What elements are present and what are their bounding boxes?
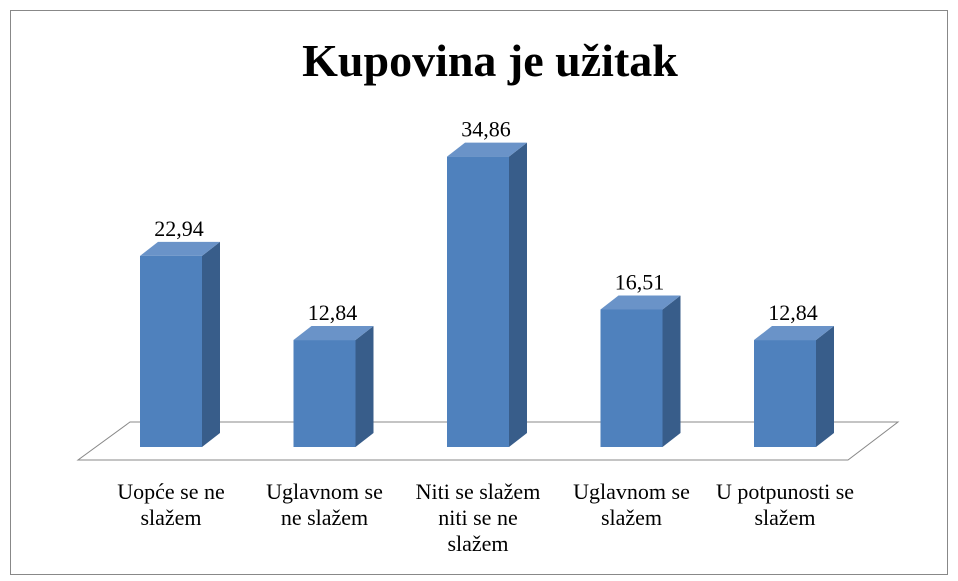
bar — [754, 340, 816, 447]
bar-top — [293, 326, 374, 341]
bar — [140, 255, 202, 447]
bar-side — [662, 295, 681, 447]
x-tick-label: Uglavnom se slažem — [573, 479, 690, 530]
chart-title: Kupovina je užitak — [302, 35, 678, 86]
bar — [293, 340, 356, 447]
x-tick-label: Niti se slažem niti se ne slažem — [415, 479, 541, 556]
x-tick-label: Uglavnom se ne slažem — [266, 479, 383, 530]
bar-top — [754, 326, 834, 341]
bar — [600, 309, 663, 447]
bar-top — [140, 241, 220, 256]
bar-top — [447, 142, 527, 157]
data-label: 16,51 — [615, 269, 665, 294]
bar-side — [509, 142, 527, 447]
x-tick-label: Uopće se ne slažem — [117, 479, 225, 530]
data-label: 22,94 — [154, 216, 204, 241]
data-label: 12,84 — [768, 300, 818, 325]
bar-top — [600, 295, 681, 310]
bar-side — [202, 241, 220, 447]
data-label: 12,84 — [308, 300, 358, 325]
data-label: 34,86 — [461, 117, 511, 142]
bar-side — [355, 326, 374, 447]
x-tick-label: U potpunosti se slažem — [715, 479, 855, 530]
bar-side — [816, 326, 834, 447]
bar — [447, 156, 509, 447]
